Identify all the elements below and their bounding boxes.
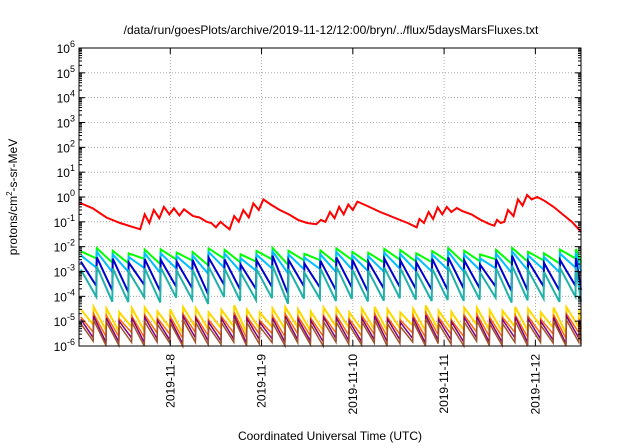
y-tick-label-base: 10	[54, 266, 68, 280]
y-tick-label-exponent: -4	[67, 287, 75, 297]
series-line	[80, 317, 582, 349]
y-tick-label-base: 10	[57, 141, 71, 155]
y-tick-label-base: 10	[54, 315, 68, 329]
y-tick-label: 104	[57, 89, 75, 106]
y-tick-label: 10-5	[54, 312, 75, 329]
y-tick-label-base: 10	[57, 92, 71, 106]
y-tick-label-exponent: -6	[67, 337, 75, 347]
y-tick-label-exponent: -1	[67, 213, 75, 223]
y-tick-label-exponent: 0	[70, 188, 75, 198]
y-tick-label: 102	[57, 138, 75, 155]
y-tick-label-base: 10	[57, 67, 71, 81]
y-tick-label-base: 10	[57, 117, 71, 131]
y-tick-label: 100	[57, 188, 75, 205]
y-tick-label: 10-1	[54, 213, 75, 230]
grid	[79, 48, 581, 346]
series-line	[80, 248, 582, 277]
data-series	[78, 193, 582, 349]
y-tick-label-exponent: 2	[70, 138, 75, 148]
chart-title: /data/run/goesPlots/archive/2019-11-12/1…	[124, 23, 539, 37]
y-axis-label-rest: -s-sr-MeV	[6, 139, 20, 192]
y-tick-label: 105	[57, 64, 75, 81]
y-tick-label: 103	[57, 114, 75, 131]
y-tick-label-base: 10	[54, 340, 68, 354]
y-tick-label: 10-4	[54, 287, 75, 304]
y-tick-label-exponent: -5	[67, 312, 75, 322]
series-line	[80, 245, 582, 268]
y-tick-label: 10-3	[54, 263, 75, 280]
x-tick-label: 2019-11-12	[528, 354, 542, 415]
series-line	[79, 264, 582, 305]
y-axis-label: protons/cm2-s-sr-MeV	[5, 139, 20, 255]
y-tick-label-exponent: 1	[70, 163, 75, 173]
x-tick-label: 2019-11-11	[437, 354, 451, 414]
y-tick-label: 106	[57, 39, 75, 56]
y-tick-label-base: 10	[57, 42, 71, 56]
y-tick-label: 10-6	[54, 337, 75, 354]
axis-ticks	[79, 47, 581, 347]
y-tick-label-base: 10	[57, 166, 71, 180]
y-tick-label: 10-2	[54, 238, 75, 255]
x-tick-label: 2019-11-10	[346, 354, 360, 415]
y-tick-label-exponent: -3	[67, 263, 75, 273]
y-tick-label-exponent: 5	[70, 64, 75, 74]
y-tick-label: 101	[57, 163, 75, 180]
y-axis-tick-labels: 10-610-510-410-310-210-11001011021031041…	[54, 39, 75, 354]
y-axis-label-unit: protons/cm	[6, 196, 20, 255]
y-axis-label-exponent: 2	[5, 191, 14, 196]
y-tick-label-base: 10	[57, 191, 71, 205]
x-axis-label: Coordinated Universal Time (UTC)	[238, 429, 422, 443]
y-tick-label-exponent: 3	[70, 114, 75, 124]
x-tick-label: 2019-11-9	[255, 354, 269, 408]
series-line	[78, 193, 582, 233]
y-tick-label-exponent: -2	[67, 238, 75, 248]
x-tick-label: 2019-11-8	[163, 354, 177, 408]
y-tick-label-exponent: 4	[70, 89, 75, 99]
y-tick-label-base: 10	[54, 290, 68, 304]
y-tick-label-base: 10	[54, 216, 68, 230]
x-axis-tick-labels: 2019-11-8 2019-11-9 2019-11-10 2019-11-11 20…	[163, 354, 542, 415]
y-tick-label-base: 10	[54, 241, 68, 255]
y-tick-label-exponent: 6	[70, 39, 75, 49]
